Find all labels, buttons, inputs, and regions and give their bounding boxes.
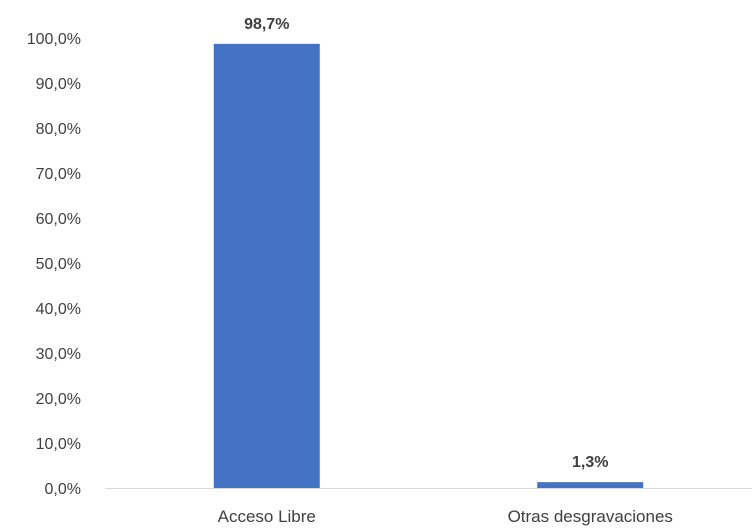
data-label: 98,7%: [244, 16, 289, 33]
x-axis: Acceso Libre Otras desgravaciones: [218, 507, 673, 526]
bar: [213, 43, 320, 488]
bars: [213, 43, 644, 488]
y-tick-label: 50,0%: [36, 256, 81, 273]
y-axis: 0,0% 10,0% 20,0% 30,0% 40,0% 50,0% 60,0% 70,0% 8…: [27, 31, 81, 498]
x-category-label: Otras desgravaciones: [508, 507, 673, 526]
y-tick-label: 70,0%: [36, 166, 81, 183]
y-tick-label: 30,0%: [36, 346, 81, 363]
y-tick-label: 20,0%: [36, 391, 81, 408]
data-labels: 98,7% 1,3%: [244, 16, 608, 471]
y-tick-label: 40,0%: [36, 301, 81, 318]
y-tick-label: 10,0%: [36, 436, 81, 453]
y-tick-label: 60,0%: [36, 211, 81, 228]
x-category-label: Acceso Libre: [218, 507, 316, 526]
y-tick-label: 0,0%: [45, 481, 81, 498]
y-tick-label: 100,0%: [27, 31, 81, 48]
data-label: 1,3%: [572, 454, 608, 471]
y-tick-label: 80,0%: [36, 121, 81, 138]
y-tick-label: 90,0%: [36, 76, 81, 93]
bar: [537, 482, 644, 488]
